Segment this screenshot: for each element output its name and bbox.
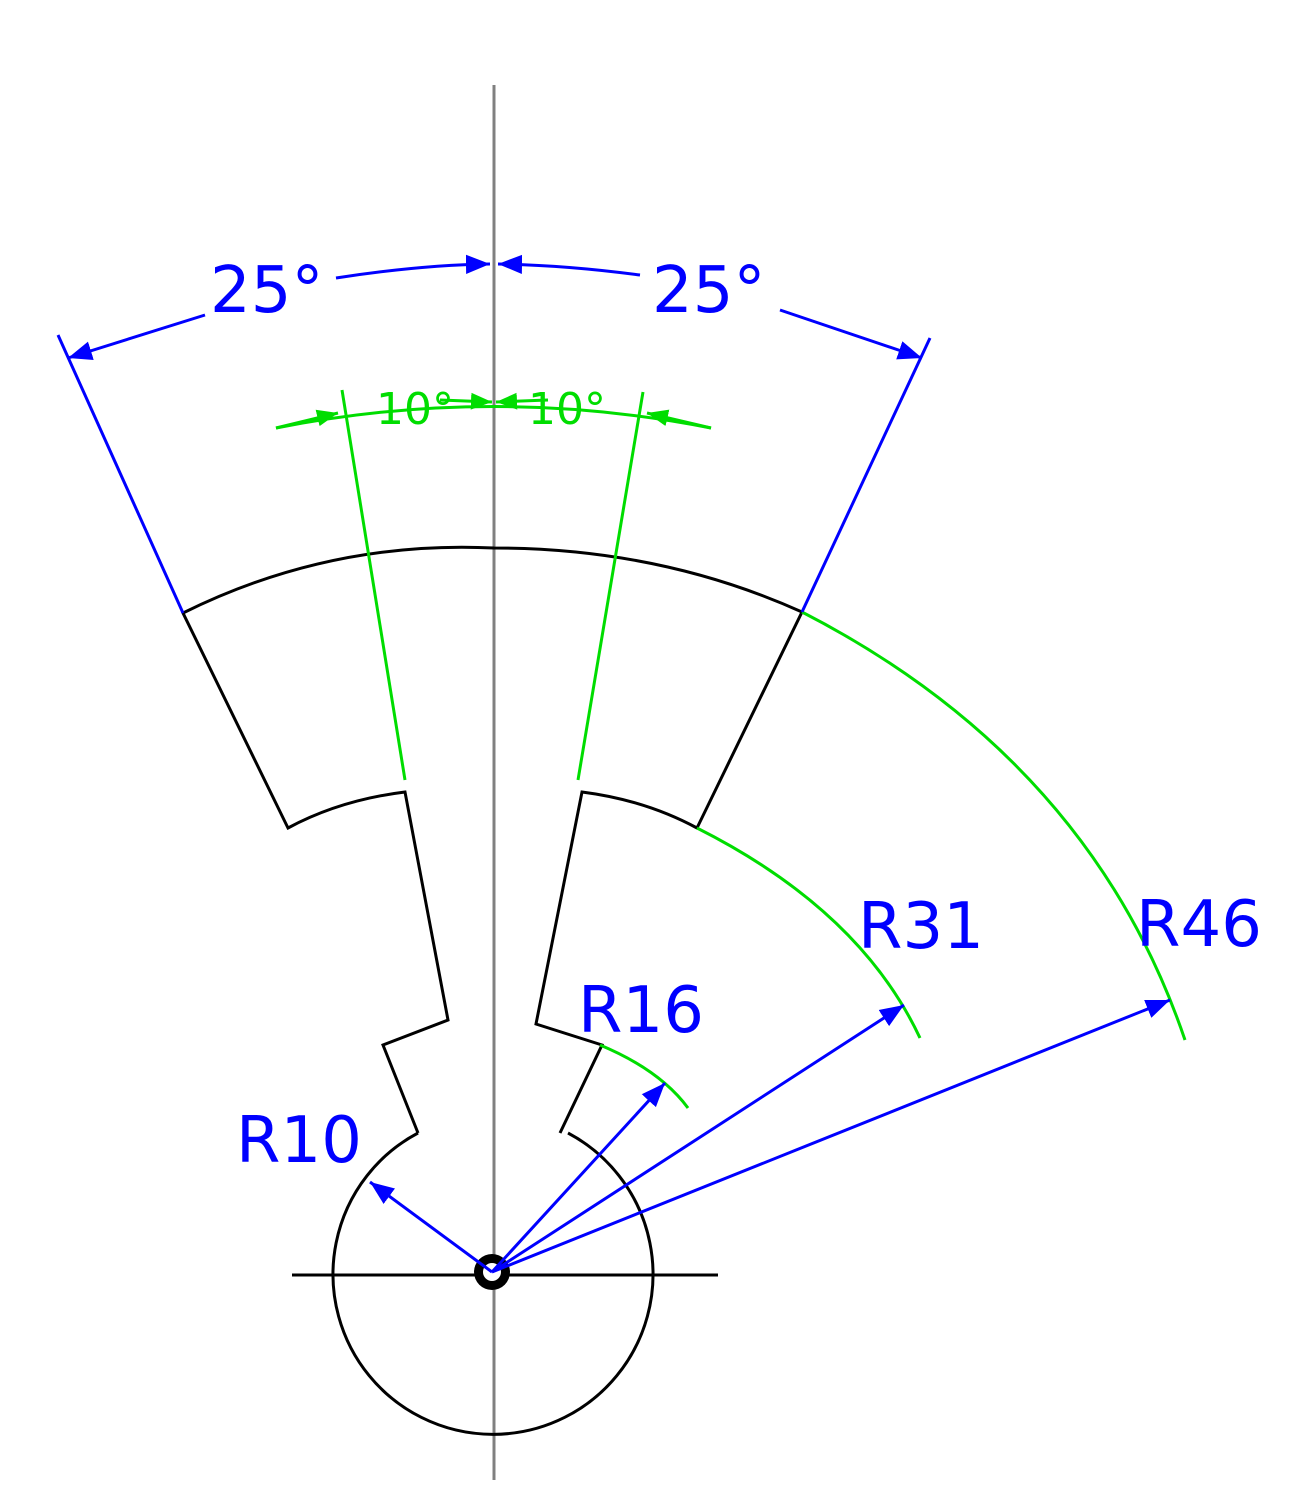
leader-r10: [369, 1180, 493, 1274]
radius-label-r16: R16: [578, 974, 704, 1048]
angle-label-inner-left: 10°: [376, 384, 454, 435]
angle-label-outer-left: 25°: [210, 254, 323, 328]
leader-r31: [491, 1003, 905, 1274]
part-outline: [180, 545, 805, 1134]
radius-label-r46: R46: [1136, 888, 1262, 962]
radius-label-r10: R10: [236, 1104, 362, 1178]
arc-25-right: [779, 308, 923, 360]
construction-line-left-10: [340, 389, 407, 781]
leader-r16: [490, 1081, 667, 1274]
arc-25-left: [67, 313, 206, 360]
radius-label-r31: R31: [858, 890, 984, 964]
angle-label-inner-right: 10°: [528, 384, 606, 435]
dim-line-left-25: [56, 334, 185, 614]
arc-r46: [801, 610, 1187, 1041]
dim-line-right-25: [800, 337, 932, 613]
construction-line-right-10: [576, 391, 645, 781]
hub-circle: [331, 1131, 655, 1436]
angle-label-outer-right: 25°: [652, 254, 765, 328]
arc-r16: [599, 1043, 690, 1109]
leader-r46: [491, 998, 1171, 1274]
